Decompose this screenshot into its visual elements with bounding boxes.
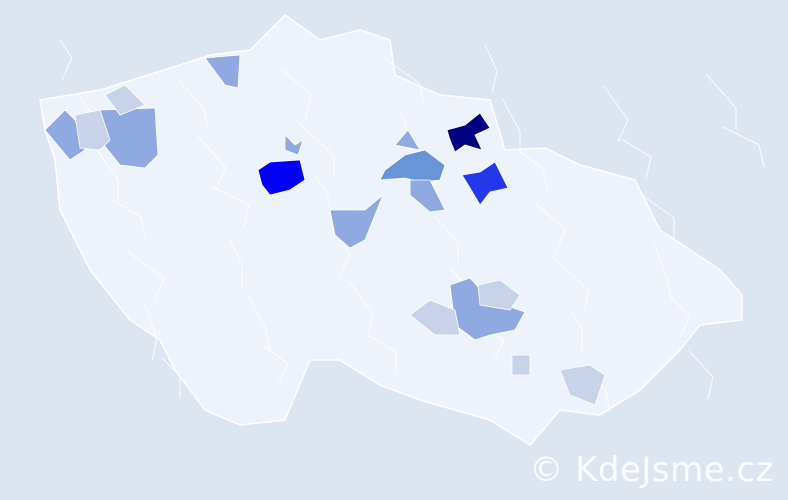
- district-lowest[interactable]: [559, 364, 606, 406]
- district-low[interactable]: [449, 277, 526, 341]
- district-low[interactable]: [394, 129, 421, 151]
- district-lowest[interactable]: [74, 109, 111, 151]
- district-very-high[interactable]: [257, 159, 306, 196]
- watermark: © KdeJsme.cz: [529, 450, 774, 490]
- district-lowest[interactable]: [511, 354, 531, 376]
- district-borders: [59, 39, 765, 412]
- district-lowest[interactable]: [104, 84, 146, 116]
- district-low[interactable]: [284, 134, 304, 156]
- district-low[interactable]: [204, 54, 241, 89]
- district-highest[interactable]: [446, 112, 491, 153]
- district-high[interactable]: [461, 161, 509, 206]
- country-outline: [39, 14, 743, 446]
- district-low[interactable]: [409, 179, 446, 213]
- district-low[interactable]: [329, 194, 384, 249]
- district-lowest[interactable]: [409, 299, 461, 336]
- district-lowest[interactable]: [477, 279, 521, 311]
